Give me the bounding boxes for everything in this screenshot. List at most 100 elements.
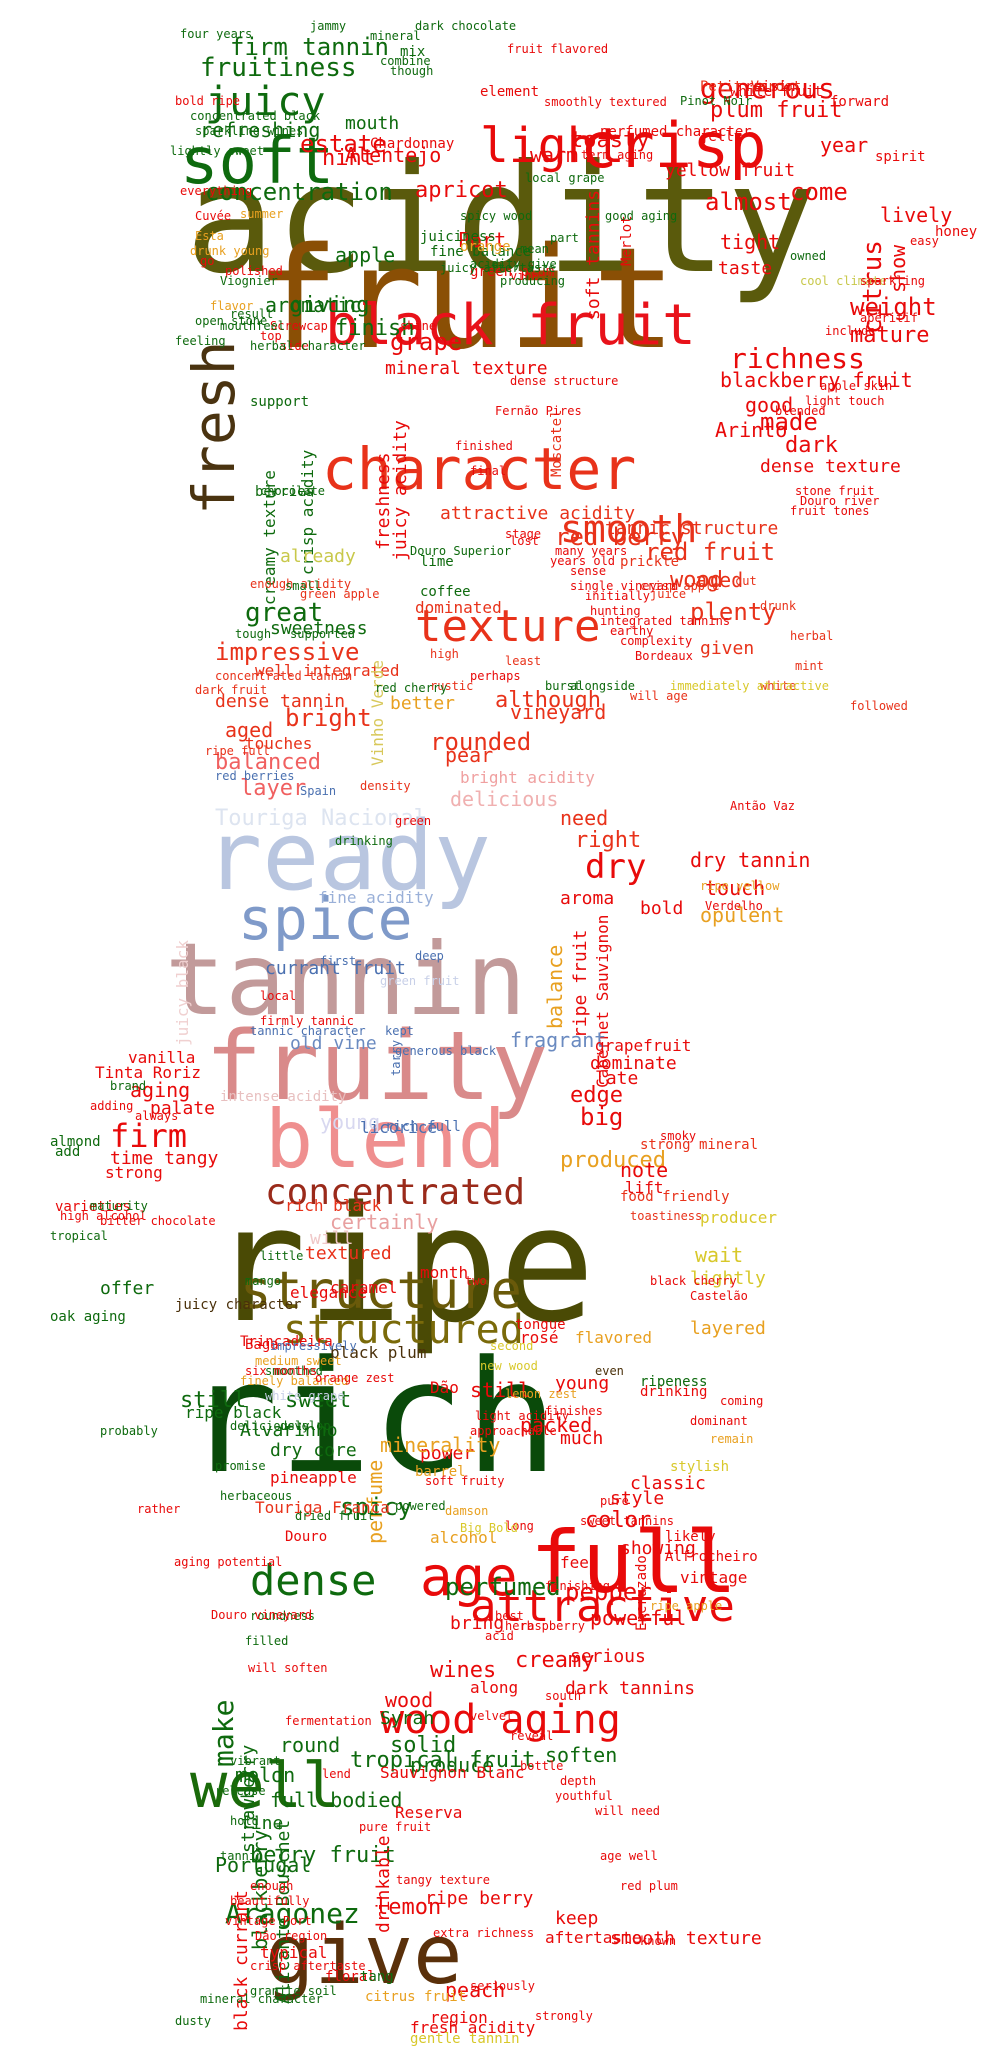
word-384: six months — [245, 1364, 318, 1378]
word-441: rather — [137, 1502, 181, 1516]
word-426: finished — [455, 439, 513, 453]
word-79: tannic structure — [605, 518, 779, 539]
word-55: grape — [390, 328, 463, 356]
word-223: tang — [360, 1969, 394, 1985]
word-109: ripe fruit — [570, 929, 591, 1038]
word-433: single vineyard — [570, 579, 679, 593]
word-391: concentrated black — [190, 109, 321, 123]
word-124: dominate — [590, 1053, 677, 1074]
word-266: combine — [380, 54, 431, 68]
word-354: bottle — [520, 1759, 564, 1773]
word-257: Viognier — [220, 274, 278, 288]
word-9: black fruit — [325, 293, 696, 358]
word-36: Alentejo — [345, 143, 442, 167]
word-161: packed — [520, 1413, 593, 1437]
word-206: aftertaste — [545, 1928, 642, 1947]
word-132: certainly — [330, 1210, 439, 1234]
word-314: new wood — [480, 1359, 538, 1373]
word-435: hunting — [590, 604, 641, 618]
word-401: mouthfeel — [220, 319, 286, 333]
word-264: jammy — [310, 19, 347, 33]
word-234: likely — [665, 1529, 716, 1545]
word-398: Esta — [195, 229, 224, 243]
word-429: lost — [510, 534, 539, 548]
word-417: apéritif — [860, 311, 918, 325]
word-238: Encruzado — [634, 1555, 650, 1631]
word-91: already — [280, 546, 356, 567]
word-425: dense structure — [510, 374, 619, 388]
word-289: white — [760, 679, 797, 693]
word-99: delicious — [450, 787, 559, 811]
word-446: lend — [322, 1767, 351, 1781]
word-24: attractive — [470, 1581, 735, 1632]
word-414: owned — [790, 249, 827, 263]
word-66: Port — [458, 228, 507, 252]
word-312: tongue — [515, 1317, 566, 1333]
word-258: result — [230, 307, 274, 321]
word-303: burst — [545, 679, 582, 693]
word-35: hint — [322, 146, 375, 171]
word-173: perfumed — [445, 1573, 561, 1601]
word-375: roundness — [250, 1609, 316, 1623]
word-249: spirit — [875, 149, 926, 165]
word-296: dark fruit — [195, 683, 268, 697]
word-46: lively — [880, 203, 953, 227]
word-154: sweet — [285, 1388, 352, 1413]
word-371: hold — [230, 1814, 259, 1828]
word-359: red plum — [620, 1879, 678, 1893]
word-58: dark — [785, 433, 838, 458]
word-28: firm — [110, 1117, 188, 1155]
word-126: edge — [570, 1083, 623, 1108]
word-19: smooth — [560, 507, 698, 551]
word-245: Petit Verdot — [700, 79, 802, 95]
word-268: juiciness — [420, 229, 496, 245]
word-85: bright — [285, 704, 372, 732]
word-208: peach — [445, 1978, 506, 2002]
word-149: rosé — [520, 1328, 559, 1347]
word-80: great — [245, 598, 324, 628]
word-450: seriously — [470, 1979, 536, 1993]
word-100: Touriga Nacional — [215, 806, 427, 831]
word-297: concentrated tannin — [215, 669, 353, 683]
word-123: grapefruit — [595, 1036, 692, 1055]
word-27: structured — [283, 1307, 524, 1353]
word-169: style — [610, 1488, 665, 1509]
word-218: Moscatel — [549, 409, 565, 477]
word-23: age — [420, 1545, 518, 1608]
word-232: Trincadeira — [240, 1334, 333, 1350]
word-138: rich full — [385, 1119, 461, 1135]
word-160: young — [555, 1373, 610, 1394]
word-179: pineapple — [270, 1468, 357, 1487]
word-357: will need — [595, 1804, 661, 1818]
word-393: lightly sweet — [170, 144, 264, 158]
word-378: promise — [215, 1459, 266, 1473]
word-162: much — [560, 1428, 604, 1449]
word-286: drunk — [760, 599, 797, 613]
word-134: textured — [305, 1243, 392, 1264]
word-404: feeling — [175, 334, 226, 348]
word-175: spicy — [340, 1493, 413, 1521]
word-77: given — [700, 638, 755, 659]
word-78: attractive acidity — [440, 503, 636, 524]
word-129: note — [620, 1158, 669, 1182]
word-300: supported — [290, 627, 356, 641]
word-12: soft — [180, 125, 335, 199]
word-295: density — [360, 779, 411, 793]
word-141: producer — [700, 1208, 778, 1227]
word-15: give — [265, 1908, 463, 2003]
word-5: fruity — [205, 1012, 549, 1122]
word-111: balance — [543, 944, 567, 1029]
word-395: everything — [180, 184, 253, 198]
word-180: Douro — [285, 1529, 328, 1545]
word-431: years old — [550, 554, 616, 568]
word-448: tangy texture — [396, 1873, 490, 1887]
word-422: stone fruit — [795, 484, 875, 498]
word-270: orange — [460, 239, 511, 255]
word-152: black plum — [330, 1343, 427, 1362]
word-1: fruit — [255, 218, 677, 381]
word-93: although — [495, 688, 601, 713]
word-423: Douro river — [800, 494, 880, 508]
word-432: sense — [570, 564, 607, 578]
word-304: alongside — [570, 679, 636, 693]
word-2: ripe — [210, 1171, 596, 1358]
